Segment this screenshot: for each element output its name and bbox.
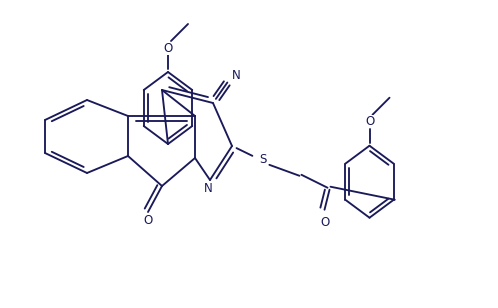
Text: N: N	[204, 183, 212, 196]
Text: O: O	[365, 115, 374, 128]
Text: O: O	[143, 214, 152, 228]
Text: N: N	[232, 69, 241, 82]
Text: O: O	[320, 216, 329, 229]
Text: O: O	[163, 42, 173, 55]
Text: S: S	[259, 153, 267, 166]
